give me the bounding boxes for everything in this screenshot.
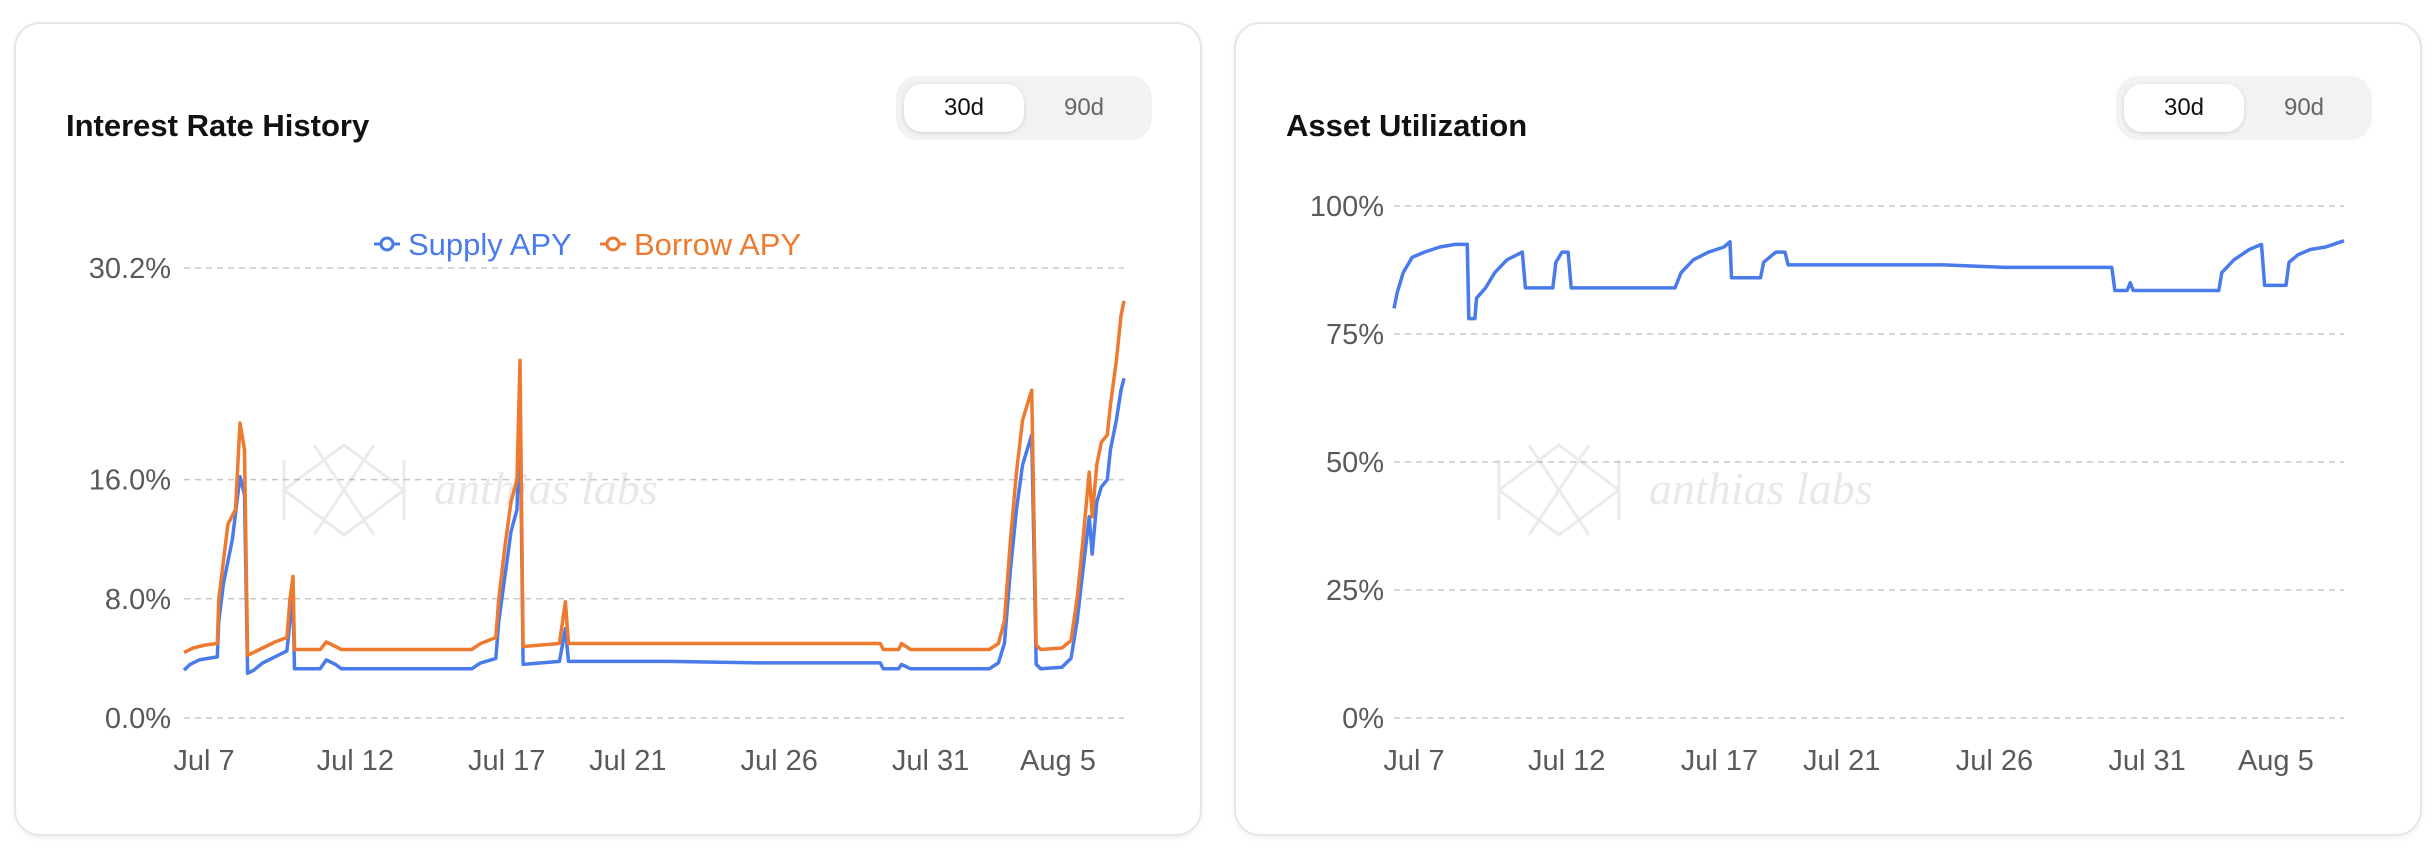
interest-rate-chart: 0.0% 8.0% 16.0% 30.2% anthias labs Jul 7 Jul 1… <box>89 227 1126 777</box>
watermark-logo-icon <box>312 444 376 536</box>
watermark-text: anthias labs <box>434 463 658 514</box>
interest-rate-card: 0.0% 8.0% 16.0% 30.2% anthias labs Jul 7 Jul 1… <box>14 22 1202 836</box>
card-title: Interest Rate History <box>66 108 370 143</box>
range-toggle: 30d 90d <box>896 76 1152 140</box>
x-tick-label: Jul 31 <box>2108 745 2185 777</box>
asset-utilization-card: 0% 25% 50% 75% 100% anthias labs Jul 7 Jul 12 Ju… <box>1234 22 2422 836</box>
range-30d-button[interactable]: 30d <box>2124 84 2244 132</box>
series-line-0 <box>1392 239 2345 321</box>
y-tick-label: 8.0% <box>105 584 171 616</box>
range-90d-button[interactable]: 90d <box>2283 94 2325 121</box>
x-tick-label: Jul 12 <box>1528 745 1605 777</box>
legend-label: Borrow APY <box>634 227 801 262</box>
x-tick-label: Jul 21 <box>1803 745 1880 777</box>
x-tick-label: Jul 12 <box>317 745 394 777</box>
x-tick-label: Aug 5 <box>2238 745 2314 777</box>
watermark: anthias labs <box>281 443 658 537</box>
range-90d-button[interactable]: 90d <box>1063 94 1105 121</box>
legend-marker-icon <box>379 236 395 252</box>
watermark-text: anthias labs <box>1649 463 1873 514</box>
series-line-0 <box>182 377 1126 676</box>
range-toggle: 30d 90d <box>2116 76 2372 140</box>
y-tick-label: 16.0% <box>89 465 171 497</box>
x-tick-label: Jul 31 <box>892 745 969 777</box>
x-tick-label: Jul 7 <box>1383 745 1444 777</box>
y-tick-label: 0% <box>1342 703 1384 735</box>
legend: Supply APY Borrow APY <box>374 227 801 262</box>
x-tick-label: Jul 26 <box>741 745 818 777</box>
x-tick-label: Jul 17 <box>1681 745 1758 777</box>
y-tick-label: 100% <box>1310 191 1384 223</box>
y-tick-label: 30.2% <box>89 253 171 285</box>
card-title: Asset Utilization <box>1286 108 1528 143</box>
x-tick-label: Aug 5 <box>1020 745 1096 777</box>
x-tick-label: Jul 17 <box>468 745 545 777</box>
legend-marker-icon <box>605 236 621 252</box>
x-tick-label: Jul 7 <box>173 745 234 777</box>
x-tick-label: Jul 21 <box>589 745 666 777</box>
series-line-1 <box>183 300 1126 658</box>
watermark: anthias labs <box>1496 443 1873 537</box>
range-30d-button[interactable]: 30d <box>904 84 1024 132</box>
legend-label: Supply APY <box>408 227 572 262</box>
watermark-logo-icon <box>1527 444 1591 536</box>
y-tick-label: 25% <box>1326 575 1384 607</box>
x-tick-label: Jul 26 <box>1956 745 2033 777</box>
y-tick-label: 0.0% <box>105 703 171 735</box>
y-tick-label: 75% <box>1326 319 1384 351</box>
y-tick-label: 50% <box>1326 447 1384 479</box>
asset-utilization-chart: 0% 25% 50% 75% 100% anthias labs Jul 7 Jul 12 Ju… <box>1310 191 2345 777</box>
